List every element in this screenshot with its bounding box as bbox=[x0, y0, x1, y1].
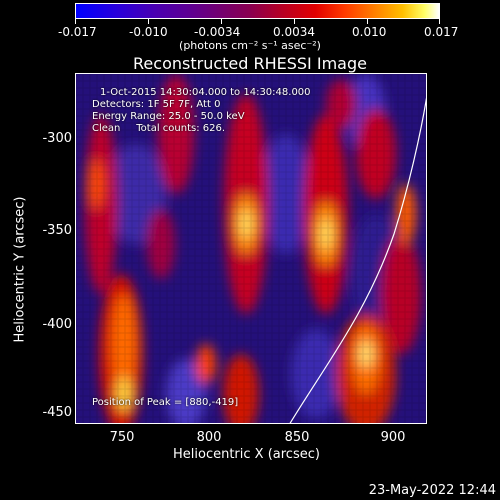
colorbar bbox=[75, 3, 440, 19]
y-tick-label: -400 bbox=[42, 317, 72, 332]
y-tick-label: -300 bbox=[42, 131, 72, 146]
colorbar-tick-label: 0.017 bbox=[424, 25, 459, 39]
energy-range-text: Energy Range: 25.0 - 50.0 keV bbox=[92, 111, 245, 122]
colorbar-units: (photons cm⁻² s⁻¹ asec⁻²) bbox=[179, 39, 321, 52]
detectors-text: Detectors: 1F 5F 7F, Att 0 bbox=[92, 99, 221, 110]
timestamp: 23-May-2022 12:44 bbox=[368, 483, 496, 498]
y-tick-label: -350 bbox=[42, 223, 72, 238]
solar-limb-curve bbox=[289, 97, 426, 423]
peak-position-text: Position of Peak = [880,-419] bbox=[92, 397, 239, 408]
x-axis-label: Heliocentric X (arcsec) bbox=[173, 447, 320, 462]
colorbar-tick-label: 0.010 bbox=[352, 25, 387, 39]
rhessi-image bbox=[75, 73, 427, 424]
heatmap bbox=[76, 74, 426, 423]
plot-title: Reconstructed RHESSI Image bbox=[133, 54, 367, 73]
x-tick-label: 900 bbox=[380, 430, 406, 445]
colorbar-tick-label: -0.0034 bbox=[194, 25, 241, 39]
x-tick-label: 800 bbox=[196, 430, 222, 445]
colorbar-tick-label: -0.010 bbox=[129, 25, 168, 39]
colorbar-tick-label: 0.0034 bbox=[273, 25, 315, 39]
time-range-text: 1-Oct-2015 14:30:04.000 to 14:30:48.000 bbox=[100, 87, 311, 98]
x-tick-label: 750 bbox=[109, 430, 135, 445]
x-tick-label: 850 bbox=[284, 430, 310, 445]
y-tick-label: -450 bbox=[42, 405, 72, 420]
clean-counts-text: Clean Total counts: 626. bbox=[92, 123, 226, 134]
colorbar-tick-label: -0.017 bbox=[58, 25, 97, 39]
y-axis-label: Heliocentric Y (arcsec) bbox=[12, 196, 28, 343]
colorbar-ticks bbox=[75, 19, 440, 25]
